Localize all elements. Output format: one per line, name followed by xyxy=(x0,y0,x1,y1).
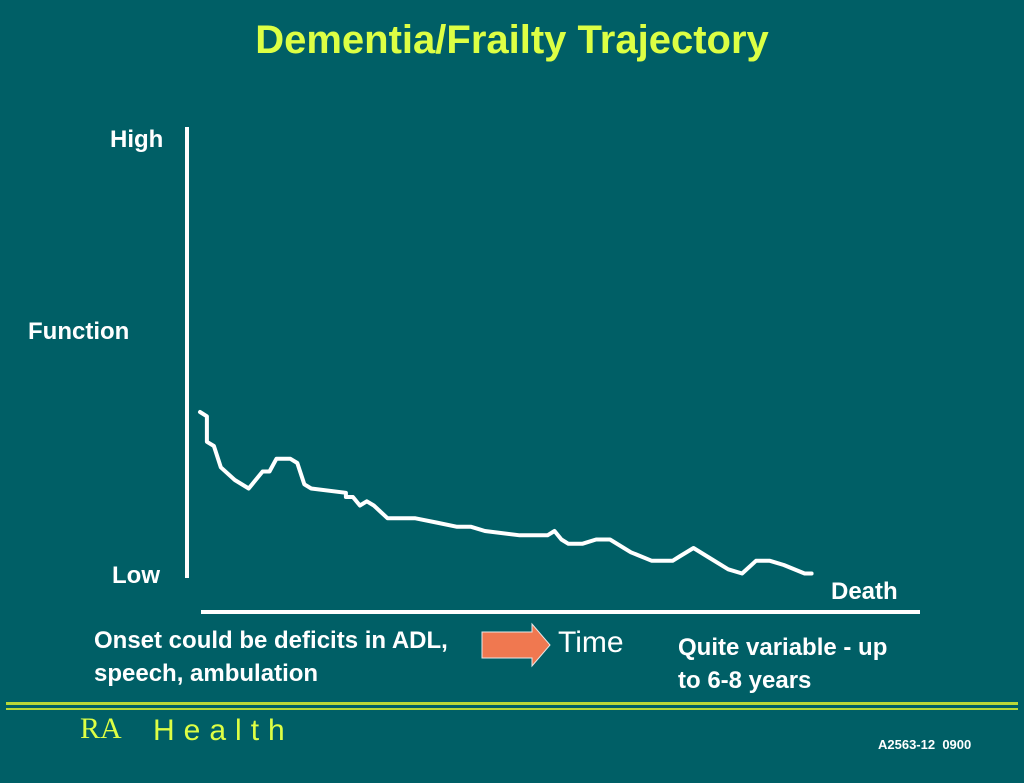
brand-health: Health xyxy=(153,714,294,747)
onset-note: Onset could be deficits in ADL, speech, … xyxy=(94,627,448,687)
footer-divider xyxy=(6,702,1018,705)
end-label-death: Death xyxy=(831,578,898,605)
slide-title: Dementia/Frailty Trajectory xyxy=(255,18,769,62)
slide-code: A2563-12 0900 xyxy=(878,737,972,752)
y-tick-high: High xyxy=(110,126,164,153)
y-tick-low: Low xyxy=(112,562,160,589)
y-axis-label: Function xyxy=(28,318,130,345)
function-trajectory-line xyxy=(198,410,814,576)
duration-note: Quite variable - up to 6-8 years xyxy=(678,634,888,694)
brand-ra: RA xyxy=(80,712,122,745)
footer-divider-thin xyxy=(6,708,1018,710)
time-label: Time xyxy=(558,626,624,659)
time-arrow-icon xyxy=(481,622,551,668)
